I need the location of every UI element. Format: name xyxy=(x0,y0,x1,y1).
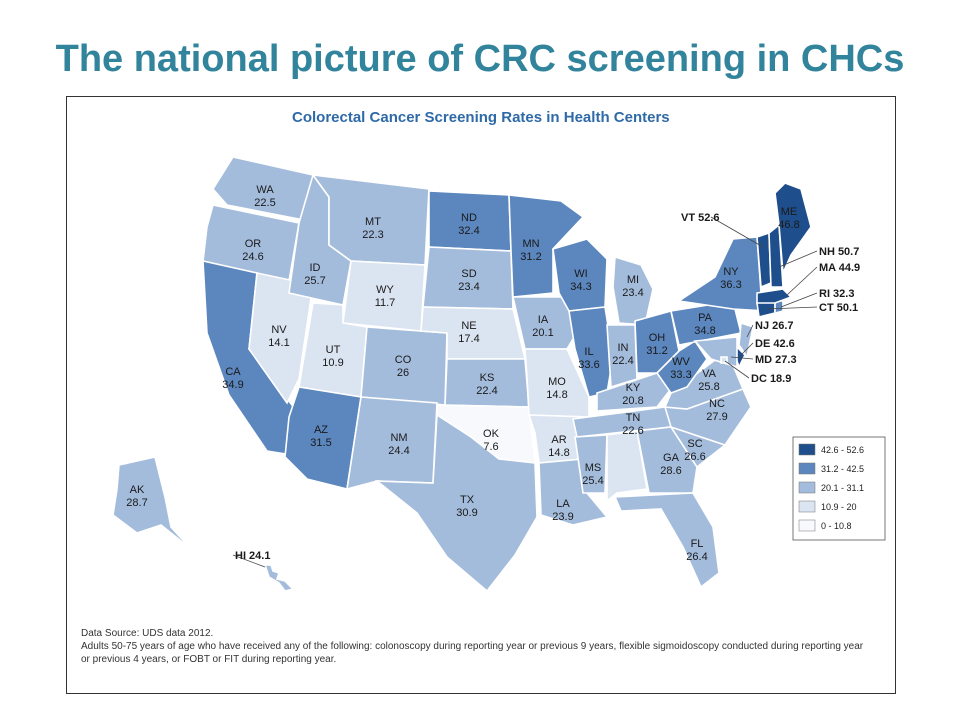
state-label-mo: MO 14.8 xyxy=(546,376,567,401)
callout-leader-hi xyxy=(232,554,266,568)
callout-md: MD 27.3 xyxy=(755,354,797,366)
state-label-id: ID 25.7 xyxy=(304,262,325,287)
callout-hi: HI 24.1 xyxy=(235,550,270,562)
state-label-sc: SC 26.6 xyxy=(684,438,705,463)
callout-leader-de xyxy=(740,342,754,356)
callout-leader-ct xyxy=(766,306,818,310)
state-label-pa: PA 34.8 xyxy=(694,312,715,337)
callout-leader-vt xyxy=(710,216,764,248)
callout-leader-nh xyxy=(778,250,818,268)
callout-leader-nj xyxy=(746,324,754,338)
state-label-nc: NC 27.9 xyxy=(706,398,727,423)
state-label-la: LA 23.9 xyxy=(552,498,573,523)
state-label-oh: OH 31.2 xyxy=(646,332,667,357)
state-label-va: VA 25.8 xyxy=(698,368,719,393)
state-wv xyxy=(655,339,708,394)
state-label-tn: TN 22.6 xyxy=(622,412,643,437)
callout-leader-md xyxy=(730,356,754,360)
state-label-sd: SD 23.4 xyxy=(458,268,479,293)
us-choropleth-map: WA 22.5 OR 24.6 CA 34.9 NV 14.1 ID 25.7 MT 22.3 WY 11… xyxy=(112,156,886,593)
legend-label: 0 - 10.8 xyxy=(821,521,852,531)
callout-dc: DC 18.9 xyxy=(751,373,791,385)
callout-leader-dc xyxy=(724,360,750,379)
legend-swatch xyxy=(798,462,816,475)
state-label-nm: NM 24.4 xyxy=(388,432,409,457)
state-label-wa: WA 22.5 xyxy=(254,184,275,209)
state-label-ky: KY 20.8 xyxy=(622,382,643,407)
legend-label: 42.6 - 52.6 xyxy=(821,445,864,455)
callout-ct: CT 50.1 xyxy=(819,302,858,314)
state-label-wv: WV 33.3 xyxy=(670,356,691,381)
state-label-mt: MT 22.3 xyxy=(362,216,383,241)
state-ky xyxy=(596,372,679,412)
measure-definition: Adults 50-75 years of age who have recei… xyxy=(81,641,864,665)
map-title: Colorectal Cancer Screening Rates in Hea… xyxy=(292,109,670,126)
map-notes: Data Source: UDS data 2012. Adults 50-75… xyxy=(81,627,871,666)
data-source: Data Source: UDS data 2012. xyxy=(81,628,214,639)
state-label-nd: ND 32.4 xyxy=(458,212,479,237)
state-label-wi: WI 34.3 xyxy=(570,268,591,293)
state-label-ne: NE 17.4 xyxy=(458,320,479,345)
state-tx xyxy=(374,413,538,593)
state-label-nv: NV 14.1 xyxy=(268,324,289,349)
state-label-ca: CA 34.9 xyxy=(222,366,243,391)
legend-swatch xyxy=(798,481,816,494)
state-label-ut: UT 10.9 xyxy=(322,344,343,369)
state-label-in: IN 22.4 xyxy=(612,342,633,367)
state-label-az: AZ 31.5 xyxy=(310,424,331,449)
legend-swatch xyxy=(798,519,816,532)
legend-label: 10.9 - 20 xyxy=(821,502,857,512)
state-mn xyxy=(508,194,585,298)
state-al xyxy=(606,430,648,503)
legend-label: 20.1 - 31.1 xyxy=(821,483,864,493)
state-label-ga: GA 28.6 xyxy=(660,452,681,477)
state-label-il: IL 33.6 xyxy=(578,346,599,371)
state-co xyxy=(360,326,448,406)
state-label-mi: MI 23.4 xyxy=(622,274,643,299)
slide-title: The national picture of CRC screening in… xyxy=(55,38,905,80)
callout-leader-ma xyxy=(786,266,818,296)
state-wy xyxy=(342,260,426,332)
callout-vt: VT 52.6 xyxy=(681,212,720,224)
callout-ri: RI 32.3 xyxy=(819,288,854,300)
legend-label: 31.2 - 42.5 xyxy=(821,464,864,474)
state-label-me: ME 46.8 xyxy=(778,206,799,231)
state-me xyxy=(774,182,812,274)
state-label-ms: MS 25.4 xyxy=(582,462,603,487)
state-ga xyxy=(636,426,698,494)
state-label-fl: FL 26.4 xyxy=(686,538,707,563)
state-label-or: OR 24.6 xyxy=(242,238,263,263)
state-hi xyxy=(263,564,295,592)
state-label-co: CO 26 xyxy=(395,354,412,379)
state-ak xyxy=(112,456,192,550)
state-label-ia: IA 20.1 xyxy=(532,314,553,339)
state-ms xyxy=(574,434,608,494)
callout-nj: NJ 26.7 xyxy=(755,320,794,332)
legend-swatch xyxy=(798,500,816,513)
callout-nh: NH 50.7 xyxy=(819,246,859,258)
state-wa xyxy=(212,156,314,222)
map-figure: Colorectal Cancer Screening Rates in Hea… xyxy=(66,96,896,694)
state-label-ny: NY 36.3 xyxy=(720,266,741,291)
state-label-ar: AR 14.8 xyxy=(548,434,569,459)
callout-leader-ri xyxy=(780,292,818,308)
state-label-tx: TX 30.9 xyxy=(456,494,477,519)
state-label-ak: AK 28.7 xyxy=(126,484,147,509)
state-label-mn: MN 31.2 xyxy=(520,238,541,263)
state-fl xyxy=(613,492,720,589)
callout-de: DE 42.6 xyxy=(755,338,795,350)
state-label-ok: OK 7.6 xyxy=(483,428,500,453)
state-label-wy: WY 11.7 xyxy=(375,284,396,309)
state-label-ks: KS 22.4 xyxy=(476,372,497,397)
state-ma xyxy=(756,288,793,304)
legend-swatch xyxy=(798,443,816,456)
callout-ma: MA 44.9 xyxy=(819,262,860,274)
